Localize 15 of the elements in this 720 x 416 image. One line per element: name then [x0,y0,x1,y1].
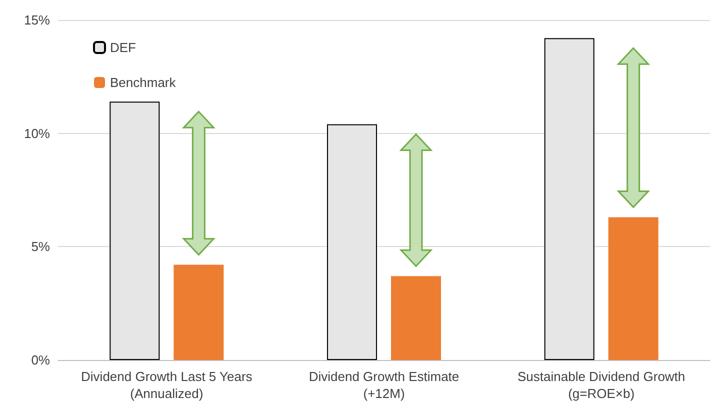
y-tick-label: 15% [24,12,50,28]
bar [110,102,160,360]
legend-label: Benchmark [110,75,176,90]
legend-label: DEF [110,40,136,55]
x-tick-label: Dividend Growth Last 5 Years (Annualized) [81,369,253,401]
bar [608,217,658,360]
y-tick-label: 0% [31,352,50,368]
y-tick-label: 10% [24,126,50,141]
bar [174,264,224,360]
x-tick-label: Sustainable Dividend Growth (g=ROE×b) [518,369,686,401]
bar [327,124,377,360]
bar [391,276,441,360]
x-tick-label: Dividend Growth Estimate (+12M) [308,369,460,401]
bar [544,38,594,360]
y-tick-label: 5% [31,239,50,254]
